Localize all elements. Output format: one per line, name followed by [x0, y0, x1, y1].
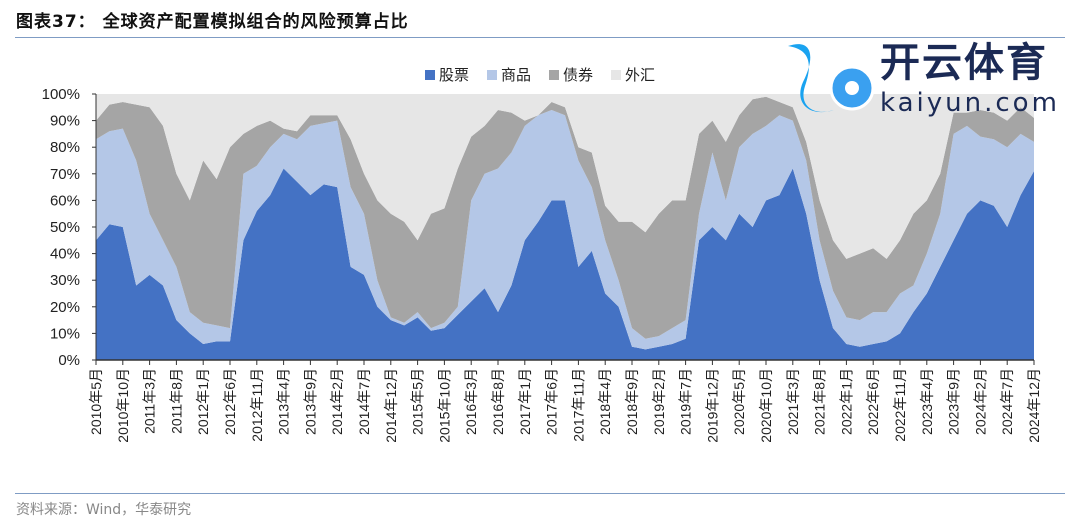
chart-legend: 股票 商品 债券 外汇 [0, 64, 1080, 85]
x-tick-label: 2012年6月 [222, 368, 238, 435]
x-tick-label: 2013年4月 [276, 368, 292, 435]
legend-item-equities: 股票 [424, 64, 469, 85]
x-tick-label: 2020年5月 [731, 368, 747, 435]
legend-swatch-commodities [486, 69, 497, 80]
area-equities [96, 168, 1034, 360]
legend-label-bonds: 债券 [563, 66, 594, 84]
title-divider [15, 37, 1065, 38]
x-tick-label: 2017年1月 [517, 368, 533, 435]
x-tick-label: 2017年11月 [570, 368, 586, 442]
x-tick-label: 2021年3月 [785, 368, 801, 435]
x-tick-label: 2020年10月 [758, 368, 774, 443]
x-tick-label: 2021年8月 [812, 368, 828, 435]
x-tick-label: 2023年4月 [919, 368, 935, 435]
legend-item-fx: 外汇 [611, 64, 655, 85]
x-tick-label: 2010年5月 [88, 368, 104, 435]
legend-label-fx: 外汇 [625, 66, 656, 84]
x-tick-label: 2014年2月 [329, 368, 345, 435]
y-tick-label: 60% [50, 192, 80, 209]
y-tick-label: 20% [50, 299, 80, 316]
x-tick-label: 2024年2月 [972, 368, 988, 435]
legend-swatch-fx [611, 69, 622, 80]
kaiyun-logo-icon [788, 44, 875, 113]
x-tick-label: 2012年1月 [195, 368, 211, 435]
legend-label-commodities: 商品 [500, 66, 531, 84]
y-tick-label: 100% [42, 86, 80, 103]
x-tick-label: 2018年9月 [624, 368, 640, 435]
legend-swatch-bonds [549, 69, 559, 80]
y-tick-label: 50% [50, 219, 80, 236]
area-commodities [96, 110, 1034, 350]
watermark-logo: 开云体育 kaiyun.com [770, 40, 1070, 120]
watermark-text-cn: 开云体育 [880, 40, 1048, 86]
y-tick-label: 70% [50, 166, 80, 183]
legend-item-commodities: 商品 [486, 64, 531, 85]
legend-swatch-equities [424, 69, 435, 80]
x-tick-label: 2024年7月 [999, 368, 1015, 435]
x-tick-label: 2014年12月 [383, 368, 399, 443]
area-fx [96, 94, 1034, 259]
legend-item-bonds: 债券 [549, 64, 593, 85]
x-tick-label: 2014年7月 [356, 368, 372, 435]
x-tick-label: 2010年10月 [115, 368, 131, 443]
figure-title: 图表37： 全球资产配置模拟组合的风险预算占比 [16, 12, 409, 32]
x-tick-label: 2024年12月 [1026, 368, 1042, 443]
x-tick-label: 2012年11月 [249, 368, 265, 442]
x-tick-label: 2011年3月 [142, 368, 158, 434]
x-tick-label: 2018年4月 [597, 368, 613, 435]
x-tick-label: 2016年3月 [463, 368, 479, 435]
y-tick-label: 90% [50, 113, 80, 130]
x-tick-label: 2019年2月 [651, 368, 667, 435]
y-tick-label: 10% [50, 325, 80, 342]
legend-label-equities: 股票 [438, 66, 469, 84]
y-tick-label: 80% [50, 139, 80, 156]
x-tick-label: 2015年5月 [410, 368, 426, 435]
source-note: 资料来源：Wind，华泰研究 [16, 502, 192, 518]
x-tick-label: 2019年12月 [704, 368, 720, 443]
x-tick-label: 2022年6月 [865, 368, 881, 435]
x-tick-label: 2013年9月 [302, 368, 318, 435]
x-tick-label: 2011年8月 [168, 368, 184, 434]
x-tick-label: 2016年8月 [490, 368, 506, 435]
y-tick-label: 30% [50, 272, 80, 289]
x-tick-label: 2022年1月 [838, 368, 854, 435]
y-tick-label: 40% [50, 246, 80, 263]
x-tick-label: 2017年6月 [544, 368, 560, 435]
watermark-text-en: kaiyun.com [880, 88, 1060, 118]
x-tick-label: 2019年7月 [678, 368, 694, 435]
y-tick-label: 0% [58, 352, 80, 369]
x-tick-label: 2022年11月 [892, 368, 908, 442]
x-tick-label: 2023年9月 [946, 368, 962, 435]
x-tick-label: 2015年10月 [436, 368, 452, 443]
footer-divider [15, 493, 1065, 494]
